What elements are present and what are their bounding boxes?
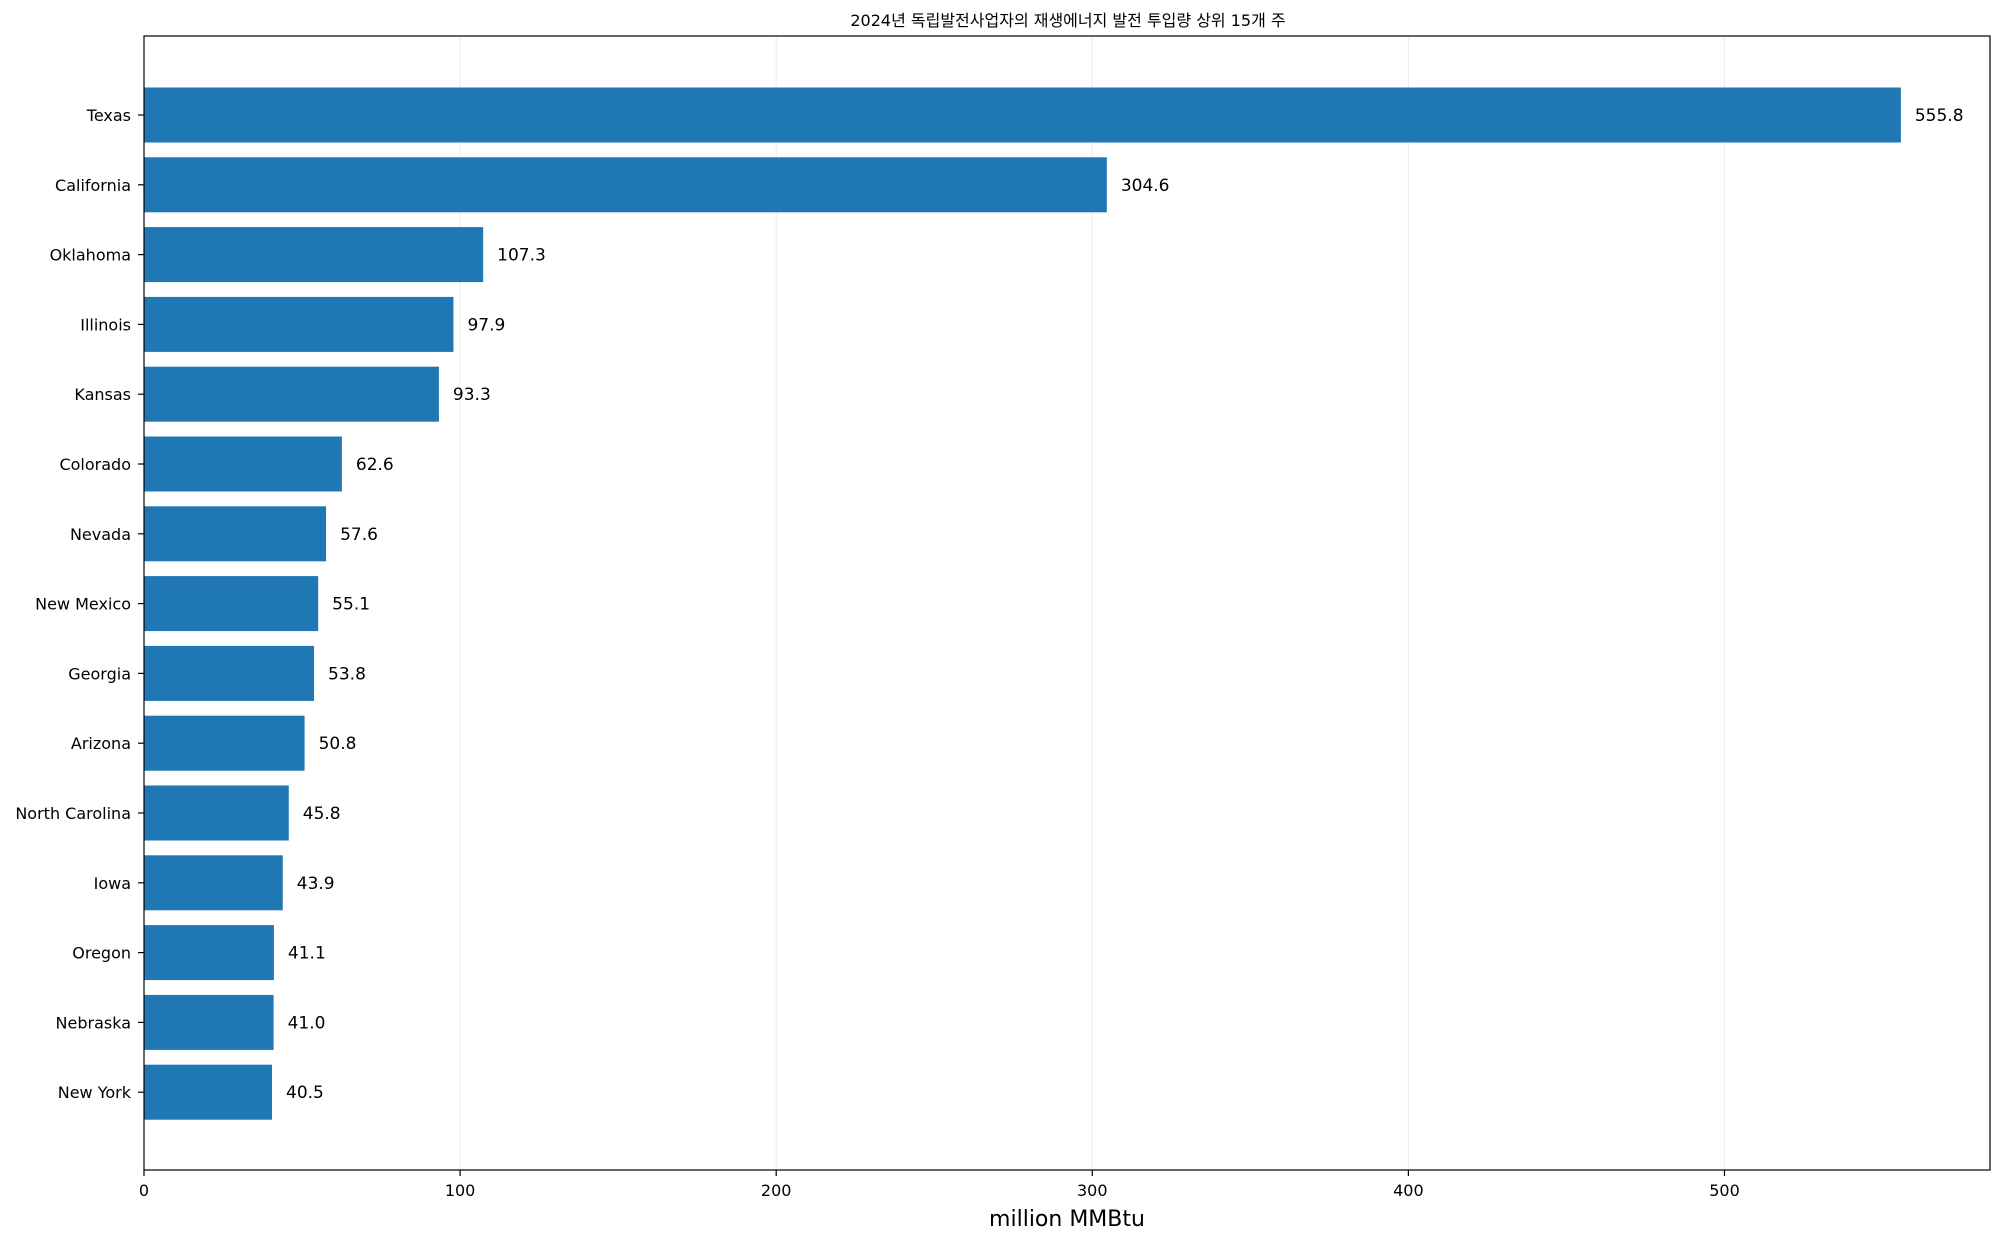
bar-value-label: 40.5 <box>286 1083 324 1103</box>
y-tick-label: Georgia <box>68 664 131 683</box>
y-tick-label: North Carolina <box>15 804 131 823</box>
y-tick-label: Nevada <box>70 525 131 544</box>
bar <box>144 576 319 632</box>
bar <box>144 1064 273 1120</box>
y-tick-label: New Mexico <box>35 595 131 614</box>
y-tick-label: Illinois <box>80 315 131 334</box>
y-tick-label: Iowa <box>94 874 131 893</box>
x-tick-label: 200 <box>761 1181 792 1200</box>
bar-value-label: 97.9 <box>467 315 505 335</box>
y-tick-label: Oklahoma <box>50 246 131 265</box>
x-tick-label: 100 <box>445 1181 476 1200</box>
x-tick-label: 300 <box>1077 1181 1108 1200</box>
bar-value-label: 93.3 <box>453 385 491 405</box>
bar <box>144 157 1107 213</box>
bar-value-label: 43.9 <box>297 874 335 894</box>
bar-value-label: 41.0 <box>288 1013 326 1033</box>
bar <box>144 715 305 771</box>
bar-value-label: 41.1 <box>288 944 326 964</box>
bar <box>144 645 315 701</box>
x-tick-label: 400 <box>1393 1181 1424 1200</box>
bars <box>144 87 1901 1120</box>
y-tick-label: Texas <box>86 106 131 125</box>
x-axis-ticks: 0 100 200 300 400 500 <box>139 1170 1740 1200</box>
x-tick-label: 500 <box>1709 1181 1740 1200</box>
bar <box>144 227 484 283</box>
bar <box>144 87 1901 143</box>
bar <box>144 366 439 422</box>
y-tick-label: Kansas <box>74 385 131 404</box>
chart-title: 2024년 독립발전사업자의 재생에너지 발전 투입량 상위 15개 주 <box>850 11 1285 30</box>
y-tick-label: New York <box>58 1083 132 1102</box>
x-axis-label: million MMBtu <box>989 1207 1145 1232</box>
bar-value-label: 57.6 <box>340 525 378 545</box>
bar-value-label: 555.8 <box>1915 106 1964 126</box>
bar <box>144 436 342 492</box>
y-axis-ticks: Texas California Oklahoma Illinois Kansas Col… <box>15 106 144 1102</box>
bar-value-label: 107.3 <box>497 246 546 266</box>
bar <box>144 855 283 911</box>
bar <box>144 296 454 352</box>
value-labels: 555.8 304.6 107.3 97.9 93.3 62.6 57.6 55.1 53.8 5… <box>286 106 1964 1103</box>
bar-value-label: 50.8 <box>319 734 357 754</box>
y-tick-label: Colorado <box>59 455 131 474</box>
bar-value-label: 304.6 <box>1121 176 1170 196</box>
bar <box>144 994 274 1050</box>
bar <box>144 925 274 981</box>
y-tick-label: Arizona <box>71 734 131 753</box>
y-tick-label: California <box>55 176 131 195</box>
bar-value-label: 62.6 <box>356 455 394 475</box>
bar-value-label: 55.1 <box>332 595 370 615</box>
bar <box>144 785 289 841</box>
plot-frame <box>143 35 1991 1171</box>
bar-value-label: 53.8 <box>328 664 366 684</box>
y-tick-label: Oregon <box>72 944 131 963</box>
bar <box>144 506 327 562</box>
bar-value-label: 45.8 <box>303 804 341 824</box>
y-tick-label: Nebraska <box>56 1013 131 1032</box>
x-tick-label: 0 <box>139 1181 149 1200</box>
